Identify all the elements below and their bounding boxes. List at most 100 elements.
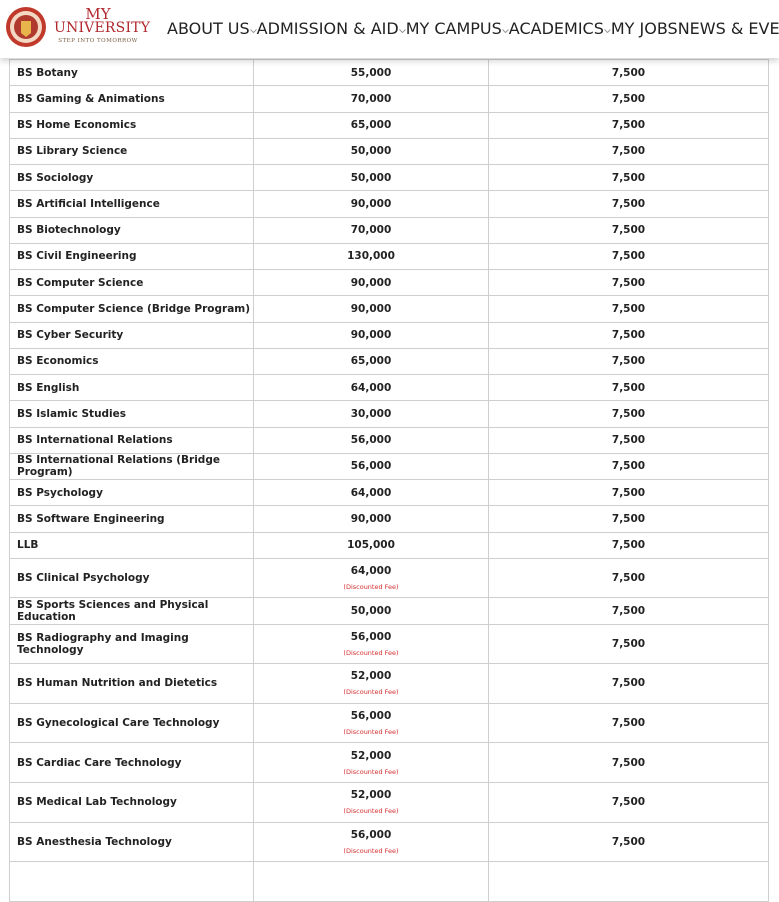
table-row: BS Computer Science 90,000 7,500: [9, 268, 769, 297]
fee-cell: 65,000: [253, 347, 489, 376]
fee-table-wrap: BS Botany 55,000 7,500 BS Gaming & Animatio…: [9, 58, 769, 902]
fee-cell: 90,000: [253, 295, 489, 323]
nav-item[interactable]: ACADEMICS: [509, 19, 611, 38]
program-name: BS Computer Science (Bridge Program): [9, 295, 254, 323]
fee: 52,000: [350, 789, 392, 802]
nav-label[interactable]: MY JOBS: [610, 19, 678, 38]
nav-item[interactable]: NEWS & EVENTS: [678, 19, 779, 38]
nav-label[interactable]: NEWS & EVENTS: [677, 19, 779, 38]
dropdown-chevron[interactable]: [398, 29, 406, 34]
fee-table: BS Botany 55,000 7,500 BS Gaming & Animatio…: [9, 58, 769, 902]
program-name: BS Gaming & Animations: [9, 85, 254, 113]
table-row: BS Clinical Psychology 64,000 (Discounted …: [9, 557, 769, 599]
nav-label[interactable]: MY CAMPUS: [405, 19, 502, 38]
table-row: BS Psychology 64,000 7,500: [9, 478, 769, 507]
fee-note: (Discounted Fee): [343, 688, 399, 697]
fee2: 7,500: [488, 242, 769, 271]
table-row: BS Sociology 50,000 7,500: [9, 163, 769, 192]
fee-cell: 105,000: [253, 531, 489, 559]
table-row: BS Artificial Intelligence 90,000 7,500: [9, 190, 769, 218]
fee2: 7,500: [488, 321, 769, 349]
table-row: BS Islamic Studies 30,000 7,500: [9, 400, 769, 428]
table-row: BS Medical Lab Technology 52,000 (Discount…: [9, 781, 769, 823]
fee-note: (Discounted Fee): [343, 648, 399, 657]
logo-emblem[interactable]: [5, 6, 47, 48]
table-row: BS Library Science 50,000 7,500: [9, 137, 769, 166]
fee-note: (Discounted Fee): [343, 583, 399, 592]
fee2: 7,500: [488, 268, 769, 297]
fee-cell: 56,000 (Discounted Fee): [253, 702, 489, 744]
fee2: 7,500: [488, 478, 769, 507]
dropdown-chevron[interactable]: [604, 29, 611, 34]
fee-cell: 52,000 (Discounted Fee): [253, 742, 489, 783]
program-name: BS English: [9, 373, 254, 402]
fee: 55,000: [350, 66, 392, 79]
table-row: [9, 861, 769, 902]
fee2: 7,500: [488, 137, 769, 166]
dropdown-chevron[interactable]: [501, 29, 509, 34]
program-name: BS Clinical Psychology: [9, 557, 254, 599]
nav-label[interactable]: ADMISSION & AID: [256, 19, 399, 38]
fee2: 7,500: [488, 58, 769, 87]
fee2: 7,500: [488, 531, 769, 559]
fee-cell: 50,000: [253, 597, 489, 625]
table-row: BS Computer Science (Bridge Program) 90,0…: [9, 295, 769, 323]
table-row: BS Home Economics 65,000 7,500: [9, 111, 769, 139]
program-name: BS Botany: [9, 58, 254, 87]
fee: 56,000: [350, 460, 392, 473]
fee: 90,000: [350, 329, 392, 342]
program-name: BS Home Economics: [9, 111, 254, 139]
table-row: BS International Relations 56,000 7,500: [9, 426, 769, 454]
nav-label[interactable]: ABOUT US: [167, 19, 250, 38]
fee2: 7,500: [488, 216, 769, 244]
table-row: BS Anesthesia Technology 56,000 (Discounte…: [9, 821, 769, 863]
logo-line2[interactable]: UNIVERSITY: [54, 20, 151, 36]
empty-cell: [253, 861, 489, 902]
program-name: BS Human Nutrition and Dietetics: [9, 663, 254, 704]
fee-cell: 52,000 (Discounted Fee): [253, 781, 489, 823]
fee2: 7,500: [488, 452, 769, 481]
logo-line1[interactable]: MY: [85, 5, 111, 23]
program-name: BS Anesthesia Technology: [9, 821, 254, 863]
fee-cell: 30,000: [253, 400, 489, 428]
program-name: BS Software Engineering: [9, 505, 254, 533]
fee2: 7,500: [488, 663, 769, 704]
fee: 90,000: [350, 197, 392, 210]
program-name: BS Medical Lab Technology: [9, 781, 254, 823]
table-row: BS International Relations (Bridge Progr…: [9, 452, 769, 481]
fee2: 7,500: [488, 742, 769, 783]
dropdown-chevron[interactable]: [249, 29, 257, 34]
nav-item[interactable]: MY CAMPUS: [406, 19, 509, 38]
fee2: 7,500: [488, 597, 769, 625]
fee: 130,000: [347, 250, 395, 263]
fee2: 7,500: [488, 781, 769, 823]
fee-cell: 50,000: [253, 137, 489, 166]
program-name: BS Gynecological Care Technology: [9, 702, 254, 744]
program-name: BS Islamic Studies: [9, 400, 254, 428]
nav-item[interactable]: ABOUT US: [167, 19, 257, 38]
fee-cell: 90,000: [253, 321, 489, 349]
table-row: BS English 64,000 7,500: [9, 373, 769, 402]
fee-cell: 64,000: [253, 478, 489, 507]
table-row: BS Cyber Security 90,000 7,500: [9, 321, 769, 349]
nav-item[interactable]: MY JOBS: [611, 19, 678, 38]
table-row: BS Gaming & Animations 70,000 7,500: [9, 85, 769, 113]
nav-label[interactable]: ACADEMICS: [508, 19, 604, 38]
fee-cell: 65,000: [253, 111, 489, 139]
fee-cell: 130,000: [253, 242, 489, 271]
fee2: 7,500: [488, 111, 769, 139]
nav-item[interactable]: ADMISSION & AID: [257, 19, 406, 38]
fee2: 7,500: [488, 85, 769, 113]
program-name: BS Artificial Intelligence: [9, 190, 254, 218]
program-name: BS Radiography and Imaging Technology: [9, 623, 254, 665]
program-name: BS Sociology: [9, 163, 254, 192]
fee: 30,000: [350, 407, 392, 420]
site-header: MY UNIVERSITY STEP INTO TOMORROW ABOUT U…: [0, 0, 779, 58]
fee2: 7,500: [488, 295, 769, 323]
empty-cell: [9, 861, 254, 902]
fee2: 7,500: [488, 347, 769, 376]
fee: 56,000: [350, 630, 392, 643]
fee-cell: 64,000 (Discounted Fee): [253, 557, 489, 599]
table-body: BS Botany 55,000 7,500 BS Gaming & Animatio…: [9, 58, 769, 902]
